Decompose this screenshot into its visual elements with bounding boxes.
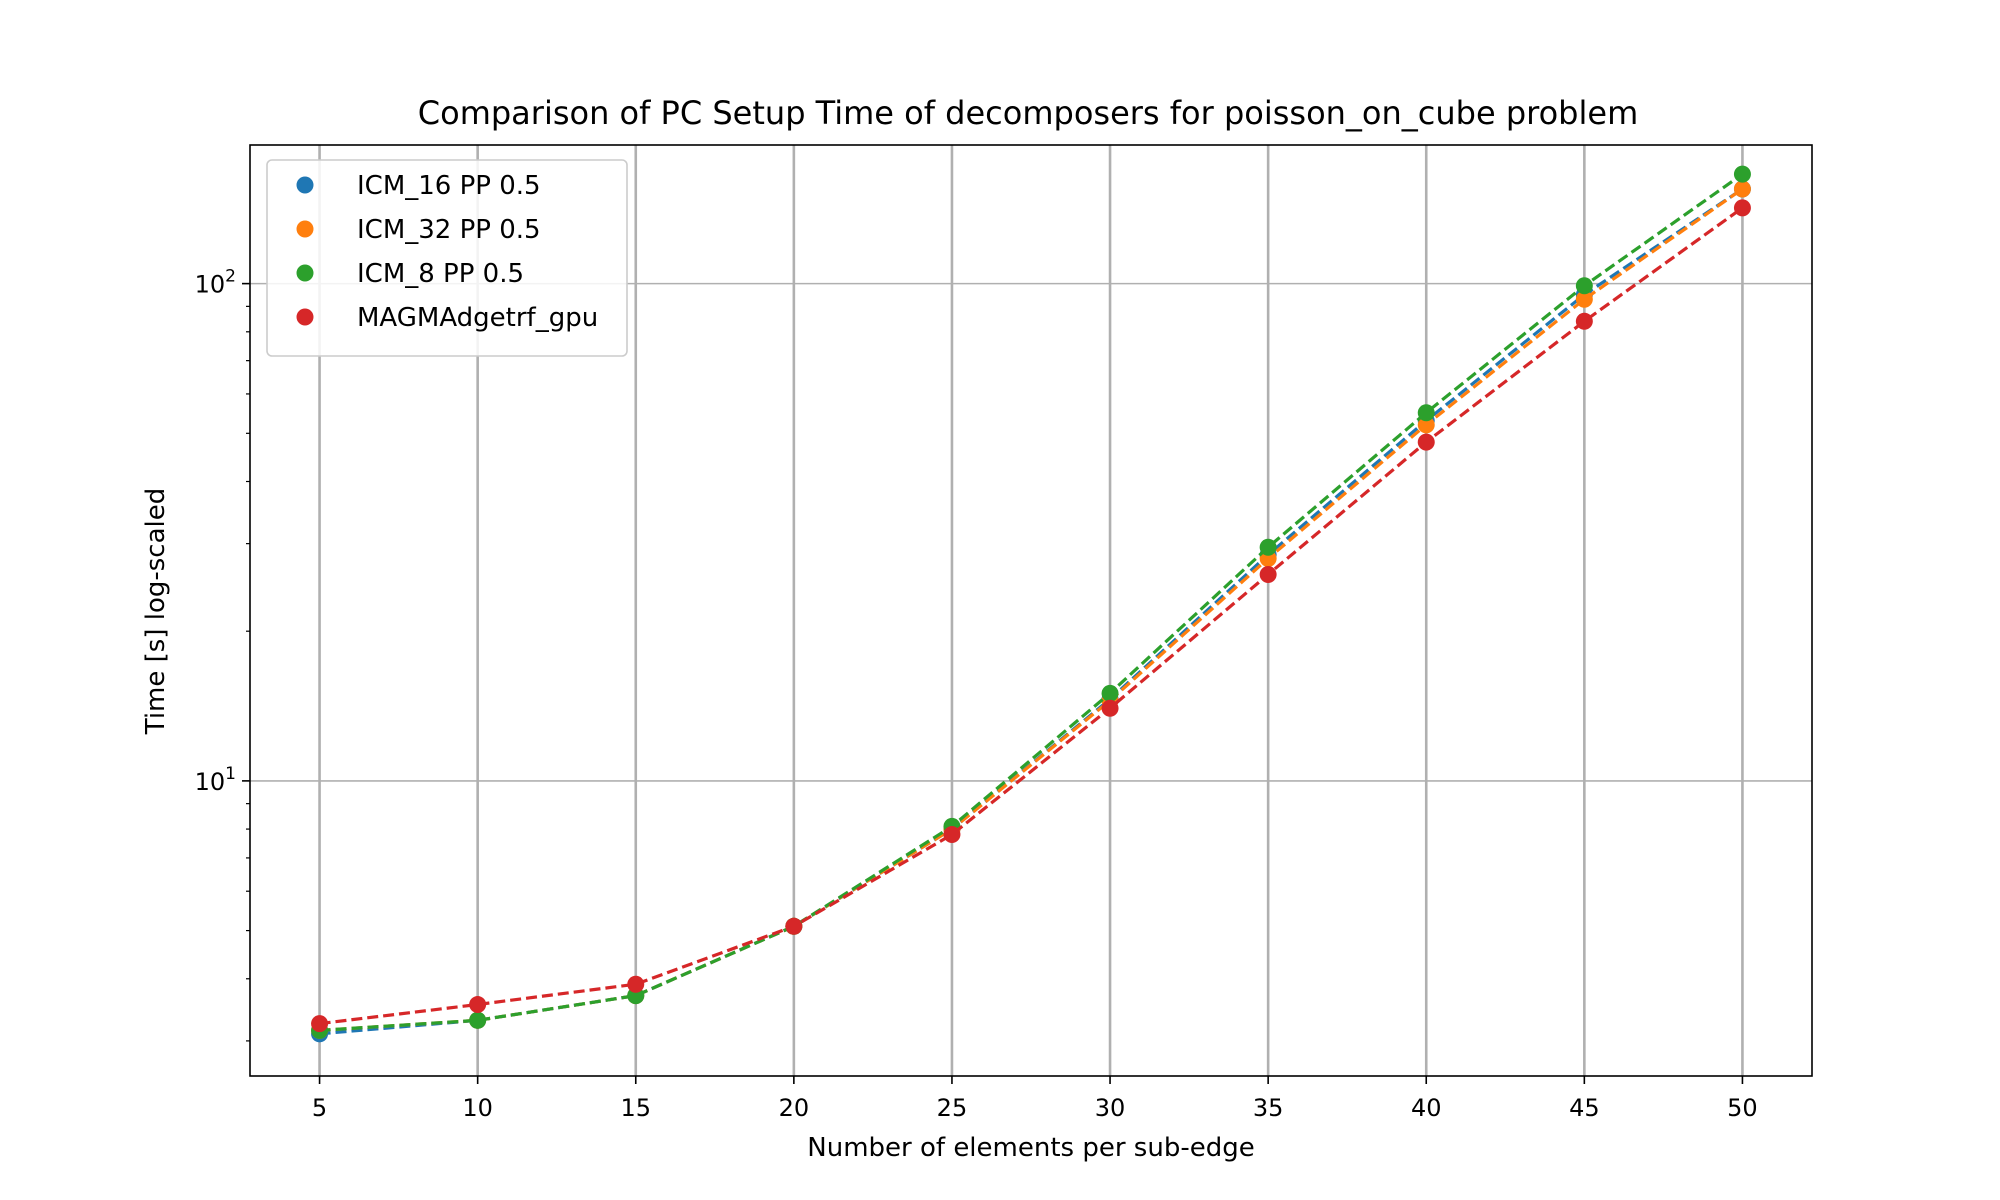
y-axis-ticks: 101 102	[195, 267, 250, 1042]
chart-title: Comparison of PC Setup Time of decompose…	[418, 94, 1638, 132]
legend-item: ICM_32 PP 0.5	[296, 215, 541, 245]
legend-label: ICM_32 PP 0.5	[357, 215, 541, 245]
legend-item: ICM_8 PP 0.5	[296, 259, 524, 289]
data-point	[1733, 180, 1751, 198]
y-axis-label: Time [s] log-scaled	[141, 488, 171, 736]
y-tick-label: 102	[195, 267, 236, 299]
data-point	[1101, 684, 1119, 702]
x-tick-label: 25	[937, 1094, 968, 1122]
data-point	[1575, 290, 1593, 308]
x-tick-label: 5	[312, 1094, 327, 1122]
x-axis-ticks: 5 10 15 20 25 30 35 40 45 50	[312, 1076, 1758, 1122]
data-point	[1417, 404, 1435, 422]
x-tick-label: 40	[1411, 1094, 1442, 1122]
data-point	[1417, 433, 1435, 451]
data-point	[1259, 538, 1277, 556]
data-point	[785, 917, 803, 935]
x-tick-label: 35	[1253, 1094, 1284, 1122]
data-point	[311, 1015, 329, 1033]
data-point	[1575, 312, 1593, 330]
data-point	[1733, 165, 1751, 183]
legend-item: ICM_16 PP 0.5	[296, 171, 541, 201]
data-point	[943, 826, 961, 844]
legend-box	[266, 159, 628, 357]
x-tick-label: 50	[1727, 1094, 1758, 1122]
plot-frame	[249, 144, 1813, 1077]
series-layer	[311, 165, 1751, 1043]
series-line	[319, 172, 1744, 1032]
data-point	[627, 975, 645, 993]
x-tick-label: 45	[1569, 1094, 1600, 1122]
x-tick-label: 30	[1095, 1094, 1126, 1122]
legend-label: MAGMAdgetrf_gpu	[357, 303, 598, 333]
legend-marker	[296, 220, 314, 238]
legend-marker	[296, 264, 314, 282]
x-tick-label: 10	[462, 1094, 493, 1122]
data-point	[1575, 277, 1593, 295]
series-line	[319, 206, 1744, 1026]
legend: ICM_16 PP 0.5 ICM_32 PP 0.5 ICM_8 PP 0.5 MA…	[266, 159, 628, 357]
data-point	[1259, 566, 1277, 584]
legend-marker	[296, 308, 314, 326]
data-point	[1733, 199, 1751, 217]
x-tick-label: 15	[620, 1094, 651, 1122]
y-tick-label: 101	[195, 764, 236, 796]
data-point	[1417, 416, 1435, 434]
series-line	[319, 187, 1744, 1032]
data-point	[1101, 699, 1119, 717]
legend-label: ICM_8 PP 0.5	[357, 259, 524, 289]
data-point	[469, 996, 487, 1014]
legend-label: ICM_16 PP 0.5	[357, 171, 541, 201]
legend-marker	[296, 176, 314, 194]
x-axis-label: Number of elements per sub-edge	[807, 1133, 1254, 1163]
x-tick-label: 20	[779, 1094, 810, 1122]
legend-item: MAGMAdgetrf_gpu	[296, 303, 598, 333]
series-3	[311, 199, 1751, 1033]
data-point	[469, 1011, 487, 1029]
